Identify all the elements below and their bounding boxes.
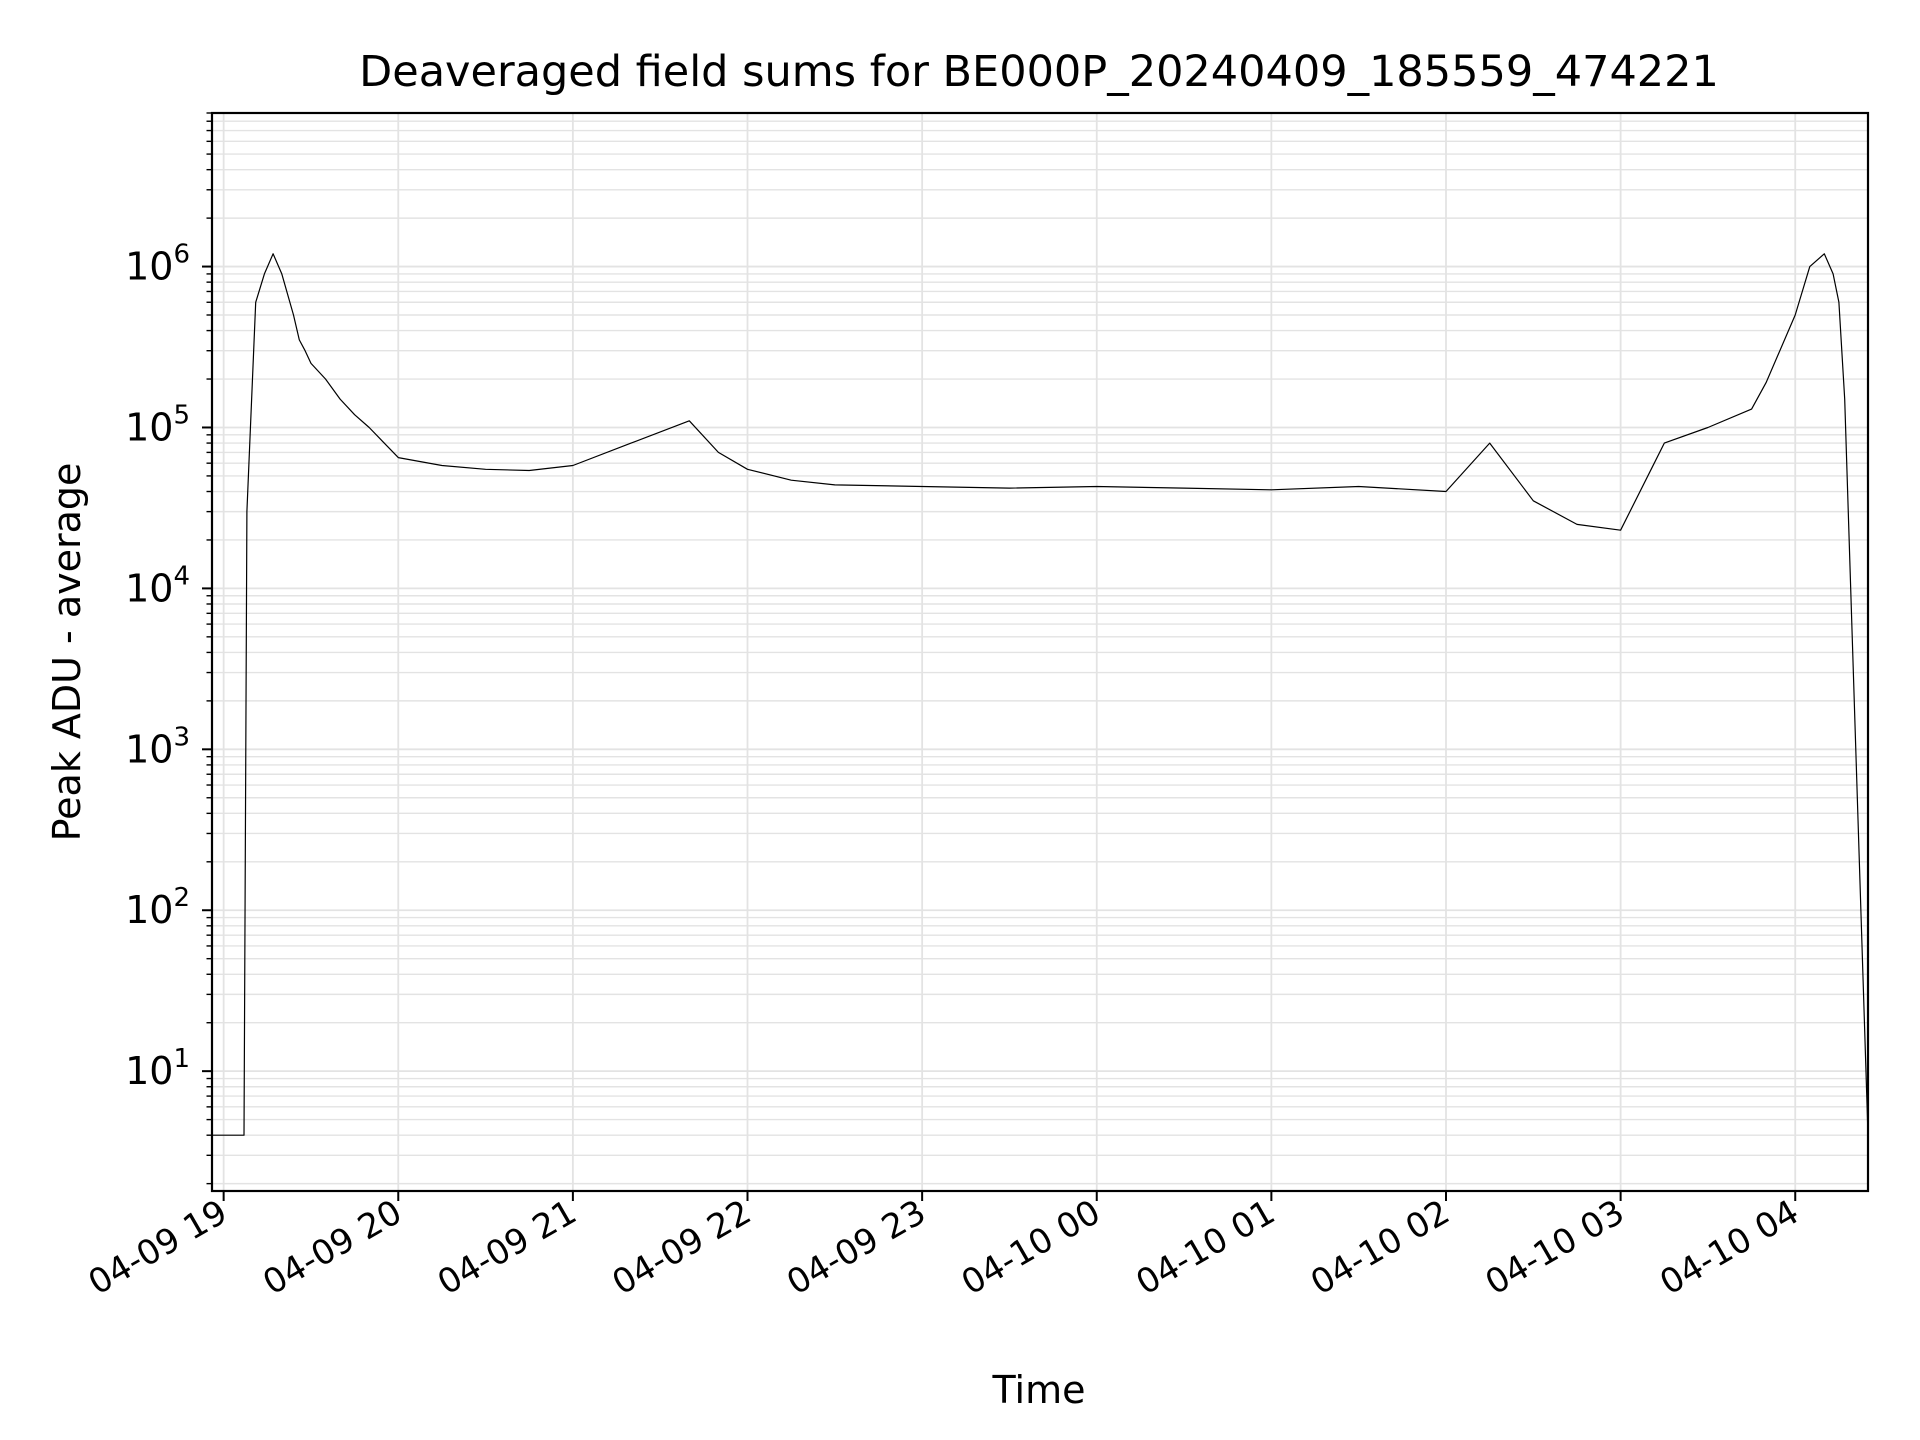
y-axis-label: Peak ADU - average [45,463,89,842]
series-line [212,253,1869,1136]
y-tick-label: 101 [125,1044,190,1093]
chart-title: Deaveraged field sums for BE000P_2024040… [359,47,1719,97]
plot-frame [210,111,1870,1193]
y-tick-label: 104 [125,561,190,610]
y-tick-label: 103 [125,722,190,771]
y-tick-label: 105 [125,400,190,449]
y-tick-label: 106 [125,240,190,289]
x-axis-label: Time [992,1368,1086,1412]
y-tick-label: 102 [125,883,190,932]
grid [212,112,1868,1191]
